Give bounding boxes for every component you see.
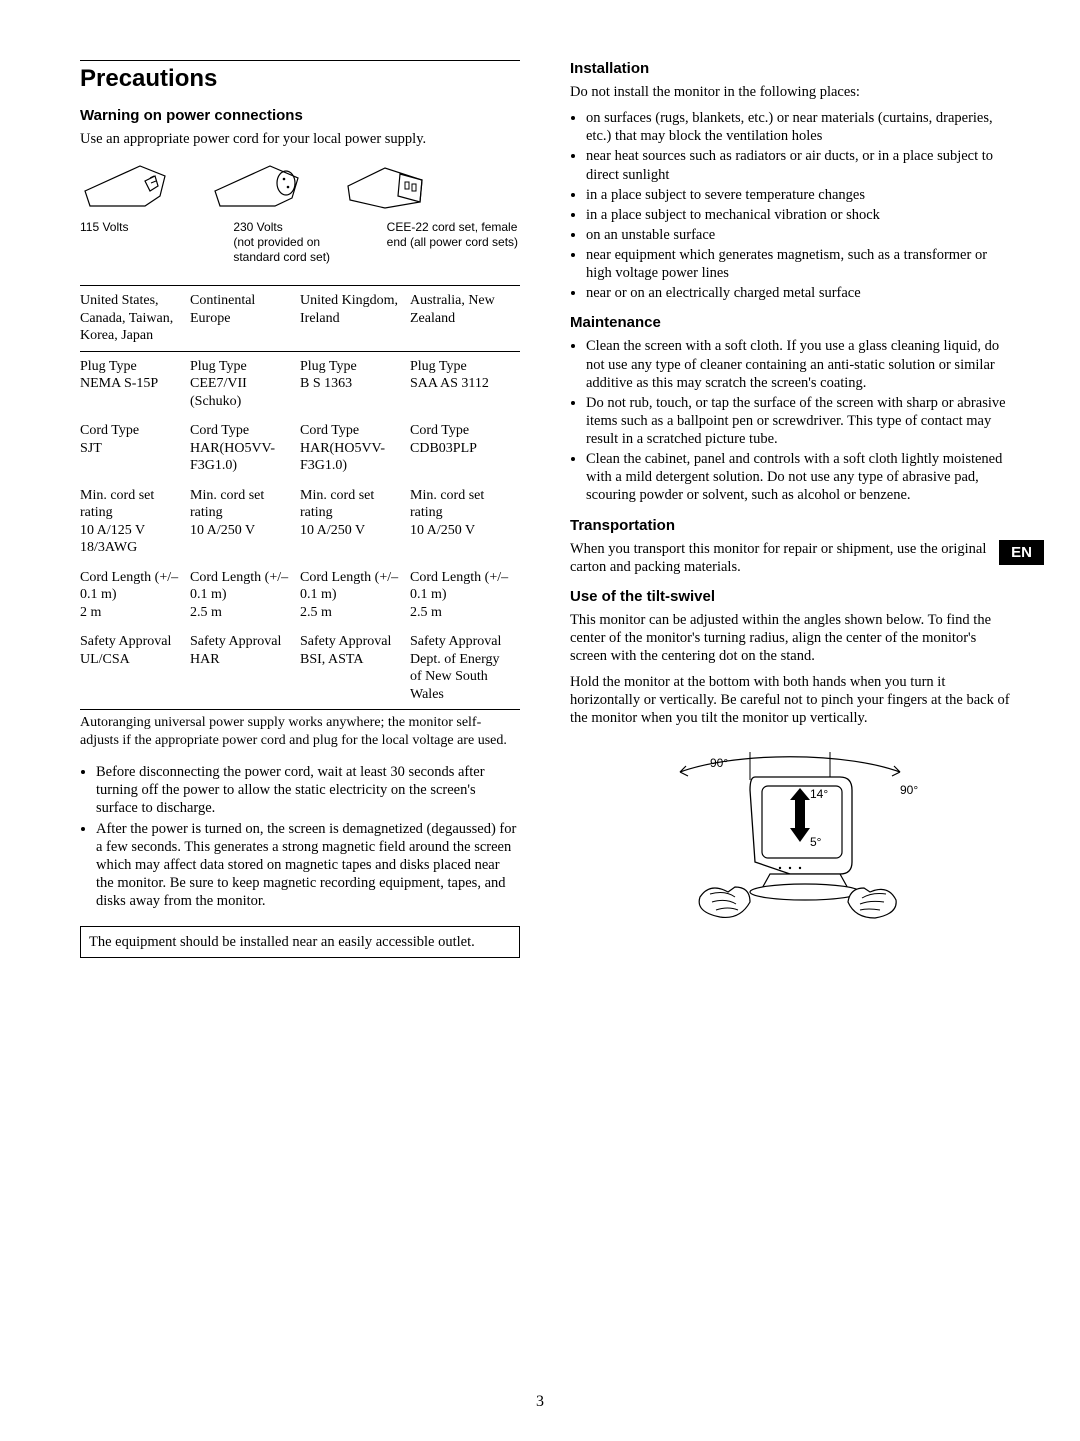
table-cell: Plug Type NEMA S-15P <box>80 351 190 416</box>
precaution-bullets: Before disconnecting the power cord, wai… <box>80 763 520 910</box>
list-item: Do not rub, touch, or tap the surface of… <box>586 394 1010 448</box>
list-item: After the power is turned on, the screen… <box>96 820 520 911</box>
plug-illustrations <box>80 156 520 216</box>
page-number: 3 <box>536 1393 544 1411</box>
plug-label-cee22: CEE-22 cord set, female end (all power c… <box>387 220 520 265</box>
warning-intro: Use an appropriate power cord for your l… <box>80 130 520 148</box>
installation-intro: Do not install the monitor in the follow… <box>570 83 1010 101</box>
list-item: Before disconnecting the power cord, wai… <box>96 763 520 817</box>
heading-transportation: Transportation <box>570 517 1010 534</box>
table-cell: Cord Length (+/– 0.1 m) 2.5 m <box>190 563 300 628</box>
list-item: on an unstable surface <box>586 226 1010 244</box>
table-cell: Australia, New Zealand <box>410 286 520 352</box>
right-column: Installation Do not install the monitor … <box>570 60 1010 958</box>
heading-tilt-swivel: Use of the tilt-swivel <box>570 588 1010 605</box>
table-cell: United States, Canada, Taiwan, Korea, Ja… <box>80 286 190 352</box>
tilt-text-1: This monitor can be adjusted within the … <box>570 611 1010 665</box>
table-cell: Cord Type CDB03PLP <box>410 416 520 481</box>
plug-icon-230v <box>210 156 310 216</box>
installation-list: on surfaces (rugs, blankets, etc.) or ne… <box>570 109 1010 302</box>
table-cell: United Kingdom, Ireland <box>300 286 410 352</box>
list-item: on surfaces (rugs, blankets, etc.) or ne… <box>586 109 1010 145</box>
angle-up: 14° <box>810 787 828 801</box>
page: EN Precautions Warning on power connecti… <box>0 0 1080 1441</box>
list-item: near equipment which generates magnetism… <box>586 246 1010 282</box>
angle-left: 90° <box>710 756 728 770</box>
plug-icon-115v <box>80 156 180 216</box>
table-cell: Cord Length (+/– 0.1 m) 2.5 m <box>410 563 520 628</box>
table-cell: Plug Type B S 1363 <box>300 351 410 416</box>
table-cell: Cord Type HAR(HO5VV-F3G1.0) <box>190 416 300 481</box>
table-cell: Min. cord set rating 10 A/250 V <box>300 481 410 563</box>
list-item: in a place subject to mechanical vibrati… <box>586 206 1010 224</box>
table-cell: Cord Type HAR(HO5VV-F3G1.0) <box>300 416 410 481</box>
angle-right: 90° <box>900 783 918 797</box>
heading-installation: Installation <box>570 60 1010 77</box>
table-cell: Continental Europe <box>190 286 300 352</box>
table-cell: Cord Length (+/– 0.1 m) 2 m <box>80 563 190 628</box>
divider <box>80 60 520 61</box>
plug-icon-cee22 <box>340 156 440 216</box>
plug-label-115v: 115 Volts <box>80 220 213 265</box>
list-item: in a place subject to severe temperature… <box>586 186 1010 204</box>
table-cell: Min. cord set rating 10 A/125 V 18/3AWG <box>80 481 190 563</box>
table-cell: Cord Type SJT <box>80 416 190 481</box>
heading-maintenance: Maintenance <box>570 314 1010 331</box>
list-item: Clean the screen with a soft cloth. If y… <box>586 337 1010 391</box>
table-cell: Min. cord set rating 10 A/250 V <box>190 481 300 563</box>
table-cell: Cord Length (+/– 0.1 m) 2.5 m <box>300 563 410 628</box>
two-column-layout: Precautions Warning on power connections… <box>80 60 1010 958</box>
table-cell: Plug Type SAA AS 3112 <box>410 351 520 416</box>
list-item: Clean the cabinet, panel and controls wi… <box>586 450 1010 504</box>
table-footnote: Autoranging universal power supply works… <box>80 714 520 749</box>
maintenance-list: Clean the screen with a soft cloth. If y… <box>570 337 1010 504</box>
outlet-note-box: The equipment should be installed near a… <box>80 926 520 958</box>
transportation-text: When you transport this monitor for repa… <box>570 540 1010 576</box>
table-cell: Safety Approval BSI, ASTA <box>300 627 410 710</box>
table-cell: Safety Approval Dept. of Energy of New S… <box>410 627 520 710</box>
list-item: near or on an electrically charged metal… <box>586 284 1010 302</box>
language-tab-en: EN <box>999 540 1044 565</box>
table-cell: Plug Type CEE7/VII (Schuko) <box>190 351 300 416</box>
heading-warning-power: Warning on power connections <box>80 107 520 124</box>
left-column: Precautions Warning on power connections… <box>80 60 520 958</box>
plug-label-230v: 230 Volts (not provided on standard cord… <box>233 220 366 265</box>
table-cell: Min. cord set rating 10 A/250 V <box>410 481 520 563</box>
tilt-text-2: Hold the monitor at the bottom with both… <box>570 673 1010 727</box>
plug-labels: 115 Volts 230 Volts (not provided on sta… <box>80 220 520 265</box>
tilt-swivel-figure: 90° 90° 14° <box>640 742 940 932</box>
list-item: near heat sources such as radiators or a… <box>586 147 1010 183</box>
table-cell: Safety Approval HAR <box>190 627 300 710</box>
power-cord-table: United States, Canada, Taiwan, Korea, Ja… <box>80 285 520 710</box>
table-cell: Safety Approval UL/CSA <box>80 627 190 710</box>
angle-down: 5° <box>810 835 822 849</box>
section-title-precautions: Precautions <box>80 65 520 93</box>
